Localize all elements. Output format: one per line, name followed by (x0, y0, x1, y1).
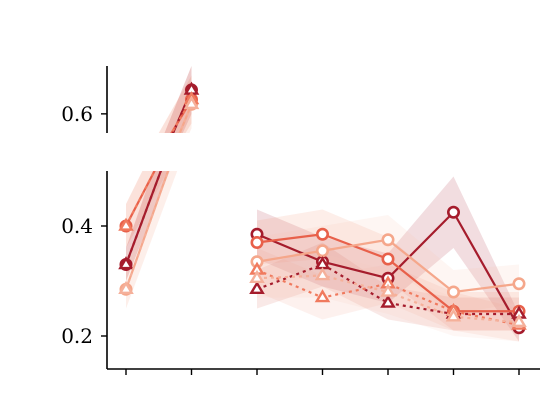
series-4-line-a-upper (170, 98, 193, 133)
series-5-point-4-lower (380, 283, 396, 297)
series-2-point-6-upper (514, 255, 524, 265)
series-5-point-0-lower (118, 280, 134, 295)
series-2-band-a-upper (170, 80, 192, 133)
series-4-line-b-lower (256, 268, 520, 327)
series-2-point-6-lower (512, 277, 526, 291)
series-3-point-0-lower (118, 256, 134, 270)
series-3-line-a-lower (124, 171, 162, 265)
series-4-point-3-lower (314, 289, 331, 303)
series-5-band-a-lower (126, 171, 178, 309)
series-5-point-2-lower (249, 269, 265, 284)
series-4-point-0-lower (118, 217, 134, 231)
series-5-point-6-lower (511, 313, 527, 328)
series-5-point-3-lower (314, 267, 331, 281)
series-2-point-3-lower (315, 244, 329, 258)
series-3-point-4-lower (380, 294, 396, 308)
series-2-band-a-lower (126, 171, 178, 309)
series-3-point-2-lower (249, 280, 265, 295)
series-0-band-a-upper (164, 66, 192, 133)
lines-upper (170, 81, 524, 265)
series-3-band-a-upper (164, 66, 192, 133)
series-2-point-5-lower (446, 285, 460, 299)
series-1-point-3-lower (315, 227, 329, 241)
series-2-point-4-lower (381, 233, 395, 247)
lines-lower (118, 171, 527, 335)
series-1-point-2-lower (250, 236, 264, 250)
y-tick-label-1: 0.4 (61, 214, 93, 238)
bands-upper (158, 66, 192, 133)
series-1-band-a-lower (126, 171, 168, 248)
series-2-line-a-lower (124, 171, 170, 290)
y-tick-label-2: 0.6 (61, 102, 93, 126)
series-5-point-5-lower (445, 308, 462, 322)
series-2-line-a-upper (178, 103, 193, 133)
series-4-line-a-lower (125, 171, 156, 227)
series-4-band-a-upper (158, 75, 192, 133)
series-0-line-a-upper (171, 89, 193, 133)
series-1-band-a-upper (158, 75, 192, 133)
series-1-point-4-lower (381, 252, 395, 266)
y-tick-label-0: 0.2 (61, 324, 93, 348)
series-5-point-1-upper (183, 95, 200, 110)
series-0-point-5-lower (446, 205, 460, 219)
series-4-band-a-lower (126, 171, 168, 248)
series-5-band-a-upper (170, 80, 192, 133)
